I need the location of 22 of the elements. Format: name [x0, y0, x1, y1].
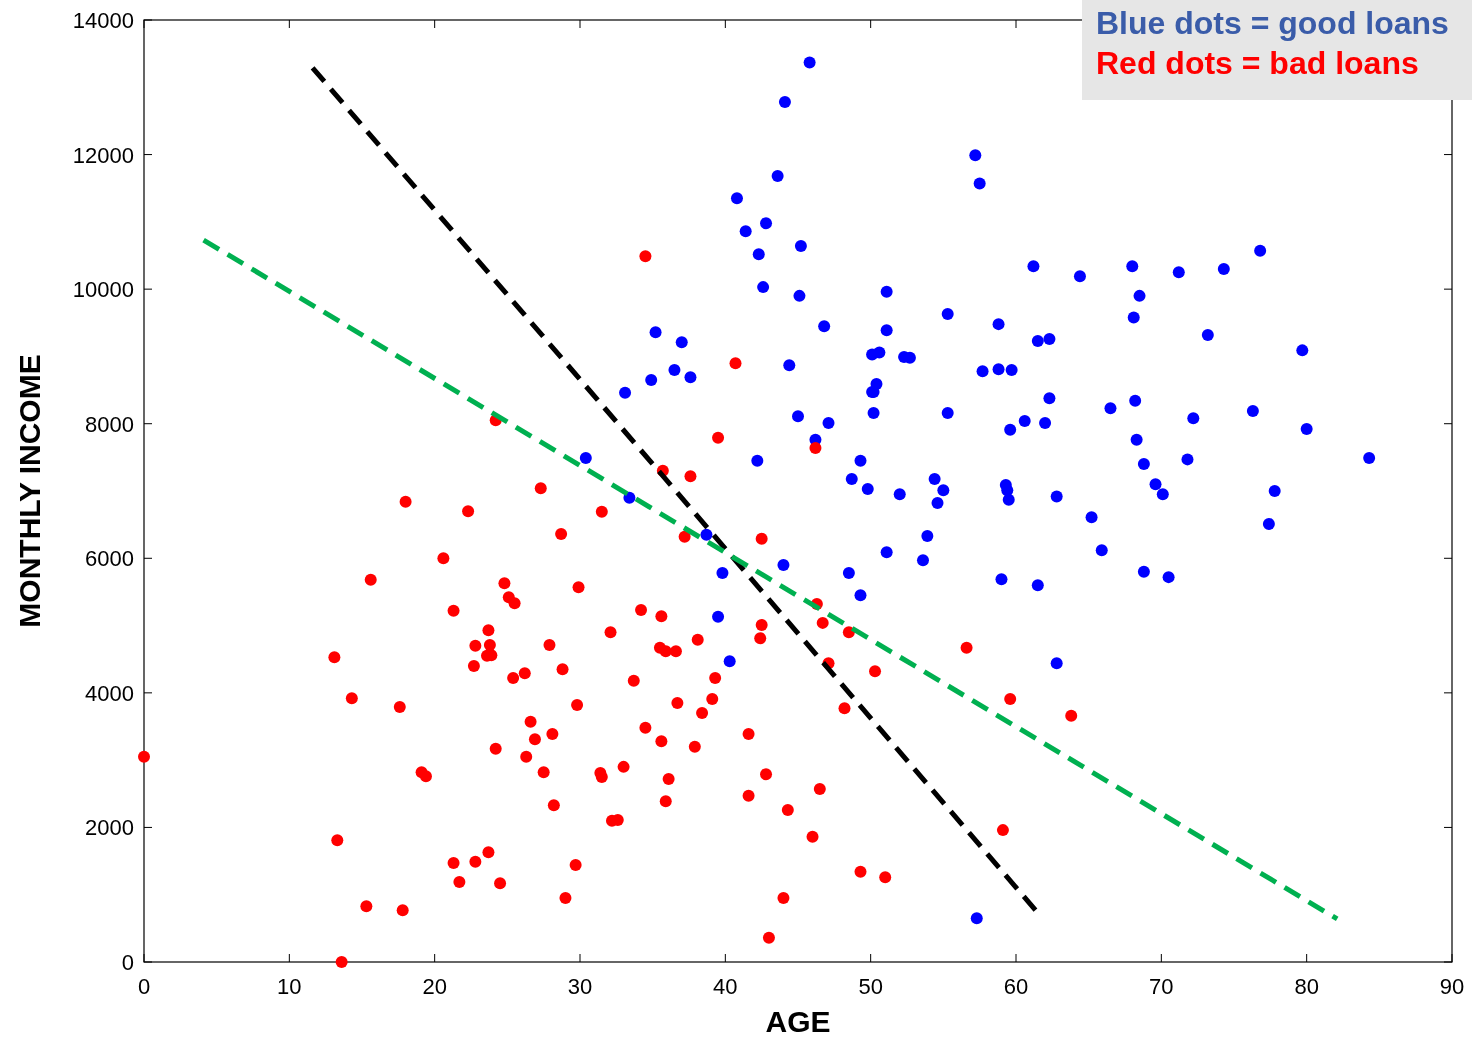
- x-tick-label: 90: [1439, 974, 1465, 999]
- y-tick-label: 14000: [72, 8, 134, 33]
- y-tick-label: 0: [121, 950, 134, 975]
- x-tick-label: 80: [1294, 974, 1319, 999]
- y-tick-label: 8000: [85, 411, 134, 437]
- y-axis-title: MONTHLY INCOME: [13, 354, 46, 628]
- x-tick-label: 70: [1149, 974, 1174, 999]
- x-tick-label: 60: [1003, 974, 1029, 999]
- annotation: Red dots = bad loans: [1096, 45, 1419, 81]
- x-tick-label: 10: [277, 974, 302, 999]
- y-tick-label: 6000: [85, 546, 134, 572]
- x-axis-title: AGE: [765, 1005, 831, 1037]
- x-tick-label: 20: [422, 974, 447, 999]
- y-tick-label: 2000: [85, 815, 134, 841]
- x-tick-label: 30: [567, 974, 593, 999]
- y-tick-label: 12000: [72, 142, 134, 168]
- x-tick-label: 50: [858, 974, 883, 999]
- annotation: Blue dots = good loans: [1096, 5, 1449, 41]
- y-tick-label: 4000: [85, 680, 134, 706]
- x-tick-label: 40: [713, 974, 738, 999]
- y-tick-label: 10000: [72, 277, 134, 303]
- x-tick-label: 0: [137, 974, 151, 999]
